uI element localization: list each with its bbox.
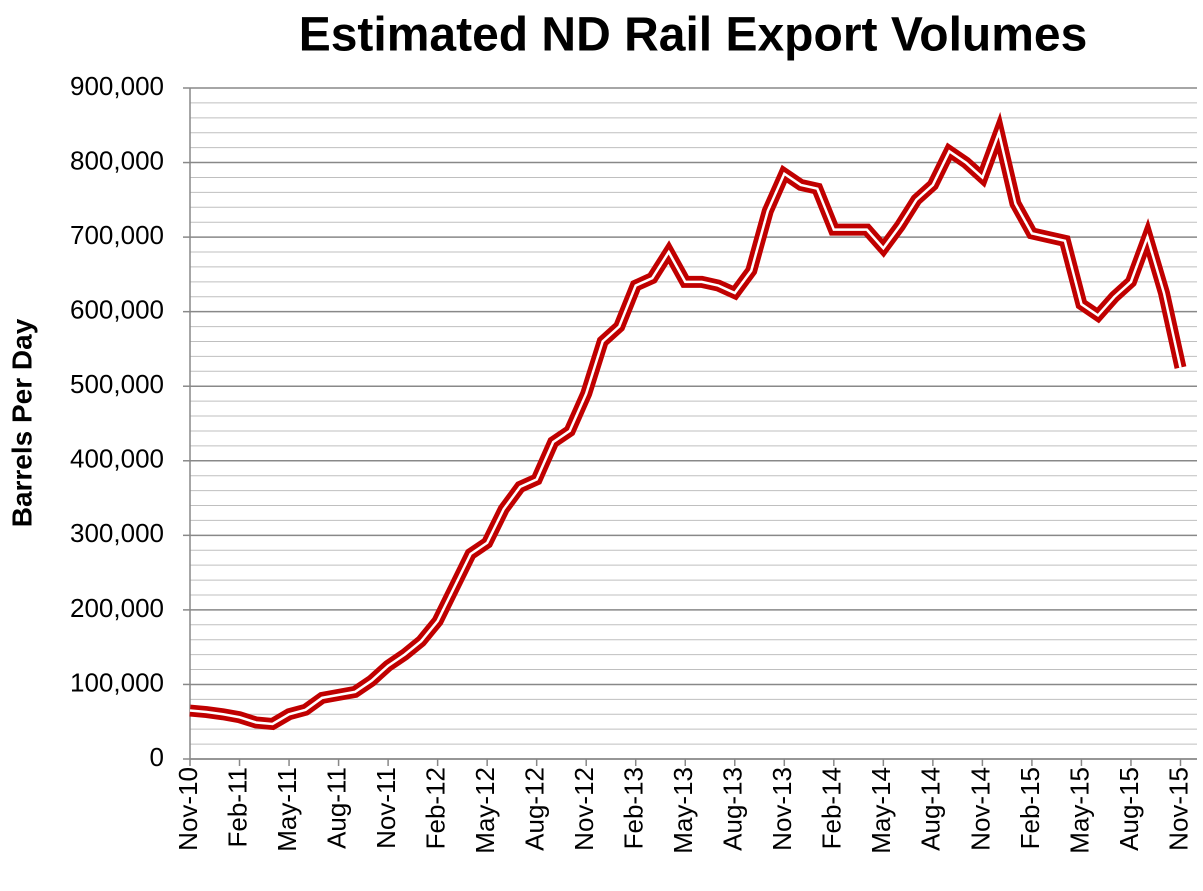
x-tick-label: Nov-10 bbox=[173, 767, 203, 851]
y-axis-label: Barrels Per Day bbox=[6, 318, 37, 527]
x-tick-label: Feb-14 bbox=[817, 767, 847, 849]
y-tick-label: 300,000 bbox=[70, 518, 164, 548]
x-tick-label: Aug-13 bbox=[718, 767, 748, 851]
y-tick-label: 100,000 bbox=[70, 667, 164, 697]
y-tick-label: 500,000 bbox=[70, 369, 164, 399]
x-tick-label: Feb-12 bbox=[420, 767, 450, 849]
y-tick-label: 400,000 bbox=[70, 444, 164, 474]
y-tick-label: 900,000 bbox=[70, 71, 164, 101]
y-tick-label: 200,000 bbox=[70, 593, 164, 623]
x-tick-label: Nov-13 bbox=[767, 767, 797, 851]
x-tick-label: Feb-11 bbox=[222, 767, 252, 847]
y-tick-label: 700,000 bbox=[70, 220, 164, 250]
x-tick-label: Aug-12 bbox=[520, 767, 550, 851]
x-tick-label: Aug-11 bbox=[321, 767, 351, 849]
x-tick-label: May-11 bbox=[272, 767, 302, 852]
chart-title: Estimated ND Rail Export Volumes bbox=[299, 9, 1088, 62]
x-tick-label: May-12 bbox=[470, 767, 500, 854]
x-tick-label: Nov-14 bbox=[965, 767, 995, 851]
y-tick-label: 0 bbox=[150, 742, 164, 772]
x-tick-label: May-15 bbox=[1064, 767, 1094, 854]
x-tick-label: Nov-15 bbox=[1163, 767, 1193, 851]
x-tick-label: May-13 bbox=[668, 767, 698, 854]
data-line-inner bbox=[189, 128, 1182, 726]
x-tick-label: Aug-15 bbox=[1114, 767, 1144, 851]
x-tick-label: Nov-11 bbox=[371, 767, 401, 849]
x-tick-label: Aug-14 bbox=[916, 767, 946, 851]
data-line bbox=[189, 111, 1187, 731]
x-tick-label: Feb-13 bbox=[619, 767, 649, 849]
y-tick-label: 600,000 bbox=[70, 295, 164, 325]
x-tick-label: Nov-12 bbox=[569, 767, 599, 851]
x-tick-label: May-14 bbox=[866, 767, 896, 854]
x-tick-label: Feb-15 bbox=[1015, 767, 1045, 849]
y-tick-label: 800,000 bbox=[70, 145, 164, 175]
